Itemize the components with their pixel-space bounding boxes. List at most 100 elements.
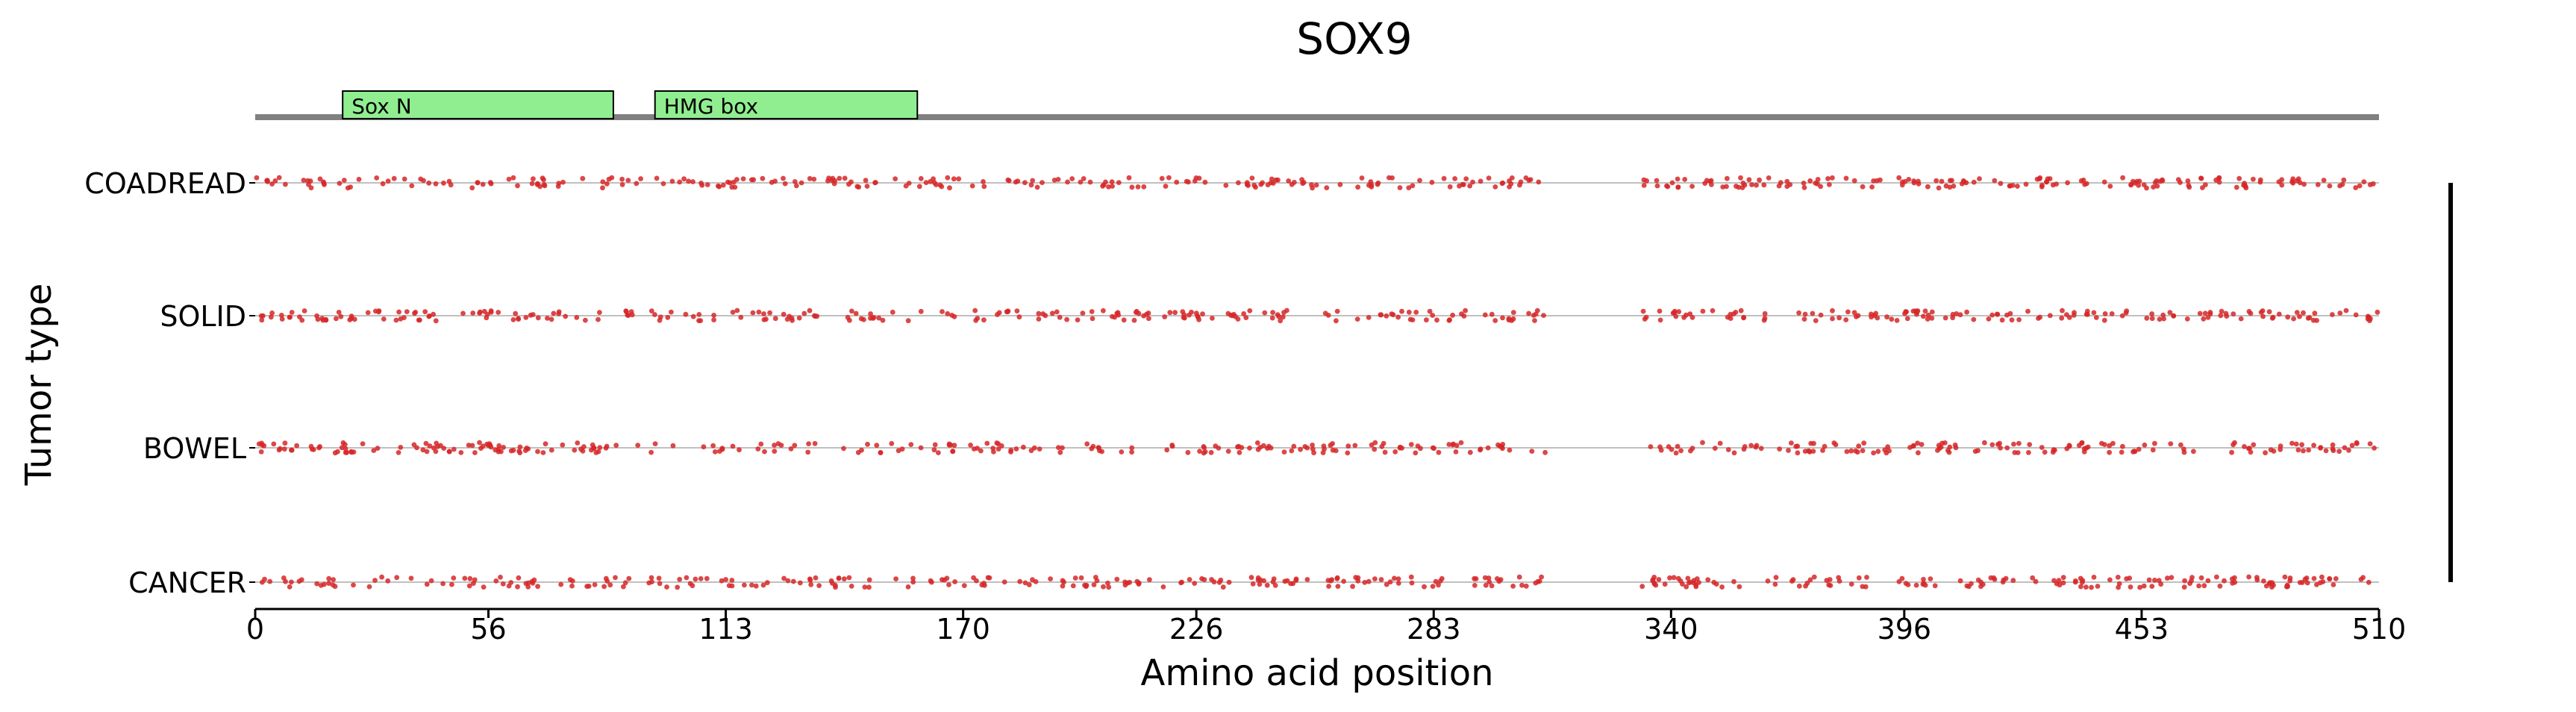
mutation-point — [336, 310, 342, 315]
mutation-point — [2178, 442, 2183, 448]
mutation-point — [2357, 183, 2363, 189]
mutation-point — [781, 175, 786, 181]
mutation-point — [317, 444, 322, 449]
mutation-point — [2327, 183, 2333, 189]
mutation-point — [873, 180, 878, 185]
mutation-point — [2257, 177, 2263, 183]
mutation-point — [2078, 584, 2083, 590]
mutation-point — [1387, 175, 1392, 181]
mutation-point — [1353, 575, 1359, 581]
mutation-point — [283, 181, 288, 187]
mutation-point — [1028, 182, 1034, 188]
mutation-point — [604, 578, 610, 584]
mutation-point — [1947, 178, 1953, 184]
mutation-point — [506, 176, 512, 182]
x-tick-label-56: 56 — [470, 613, 506, 646]
mutation-point — [481, 308, 487, 314]
mutation-point — [1326, 584, 1331, 589]
mutation-point — [1415, 443, 1421, 449]
mutation-point — [1815, 177, 1821, 182]
mutation-point — [952, 579, 957, 584]
mutation-point — [1129, 445, 1135, 451]
mutation-point — [1796, 310, 1802, 316]
mutation-point — [396, 309, 401, 315]
mutation-point — [2372, 446, 2378, 451]
mutation-points — [254, 175, 2380, 590]
mutation-point — [2276, 179, 2282, 185]
mutation-point — [649, 579, 654, 584]
mutation-point — [1825, 176, 1831, 181]
mutation-point — [656, 575, 662, 581]
mutation-point — [1492, 184, 1498, 190]
mutation-point — [2004, 445, 2010, 451]
mutation-point — [375, 446, 381, 451]
mutation-point — [2251, 176, 2256, 182]
mutation-point — [807, 577, 813, 583]
mutation-point — [2333, 576, 2339, 581]
mutation-point — [254, 175, 260, 181]
mutation-point — [2091, 575, 2097, 580]
mutation-point — [1031, 445, 1037, 451]
mutation-point — [460, 310, 466, 316]
mutation-point — [1163, 184, 1169, 189]
mutation-point — [531, 176, 536, 182]
mutation-point — [1202, 179, 1208, 185]
mutation-point — [2151, 184, 2157, 190]
mutation-point — [1008, 449, 1013, 455]
mutation-point — [657, 581, 663, 587]
mutation-point — [2327, 576, 2333, 582]
mutation-point — [681, 176, 687, 182]
mutation-point — [719, 578, 725, 584]
mutation-point — [1450, 442, 1456, 448]
chart-title: SOX9 — [1296, 13, 1412, 64]
mutation-point — [433, 449, 439, 455]
mutation-point — [939, 184, 945, 190]
mutation-point — [1507, 447, 1513, 453]
mutation-point — [734, 177, 740, 182]
mutation-point — [785, 578, 791, 584]
mutation-point — [433, 181, 439, 187]
mutation-point — [606, 176, 612, 182]
mutation-point — [1680, 581, 1685, 587]
mutation-point — [427, 443, 433, 449]
mutation-point — [1060, 583, 1066, 589]
mutation-point — [1640, 308, 1646, 314]
mutation-point — [918, 308, 924, 314]
mutation-point — [528, 312, 534, 318]
mutation-point — [2073, 578, 2078, 584]
mutation-point — [2233, 184, 2239, 190]
mutation-point — [555, 184, 561, 190]
mutation-point — [604, 443, 610, 449]
mutation-point — [1395, 581, 1401, 586]
mutation-point — [2189, 575, 2195, 580]
mutation-point — [1430, 584, 1436, 589]
mutation-point — [508, 448, 514, 454]
mutation-point — [918, 175, 924, 181]
mutation-point — [1795, 450, 1801, 456]
mutation-point — [2120, 175, 2126, 181]
mutation-point — [1896, 175, 1902, 181]
mutation-point — [1463, 307, 1468, 313]
mutation-point — [1262, 310, 1268, 316]
mutation-point — [1436, 449, 1442, 455]
mutation-point — [863, 178, 869, 184]
mutation-point — [1162, 314, 1168, 319]
mutation-point — [665, 314, 671, 320]
mutation-point — [478, 446, 484, 451]
mutation-point — [2124, 576, 2130, 581]
mutation-point — [1461, 313, 1467, 319]
mutation-point — [2330, 582, 2336, 587]
mutation-point — [730, 310, 736, 315]
mutation-point — [790, 578, 796, 584]
mutation-point — [2260, 308, 2266, 313]
mutation-point — [590, 442, 595, 448]
mutation-point — [2200, 185, 2205, 190]
mutation-point — [772, 443, 777, 448]
mutation-point — [698, 318, 704, 323]
mutation-point — [654, 175, 660, 181]
mutation-point — [1159, 175, 1165, 181]
x-tick-label-283: 283 — [1407, 613, 1461, 646]
mutation-point — [321, 581, 327, 587]
mutation-point — [1853, 448, 1859, 454]
mutation-point — [1539, 574, 1545, 580]
